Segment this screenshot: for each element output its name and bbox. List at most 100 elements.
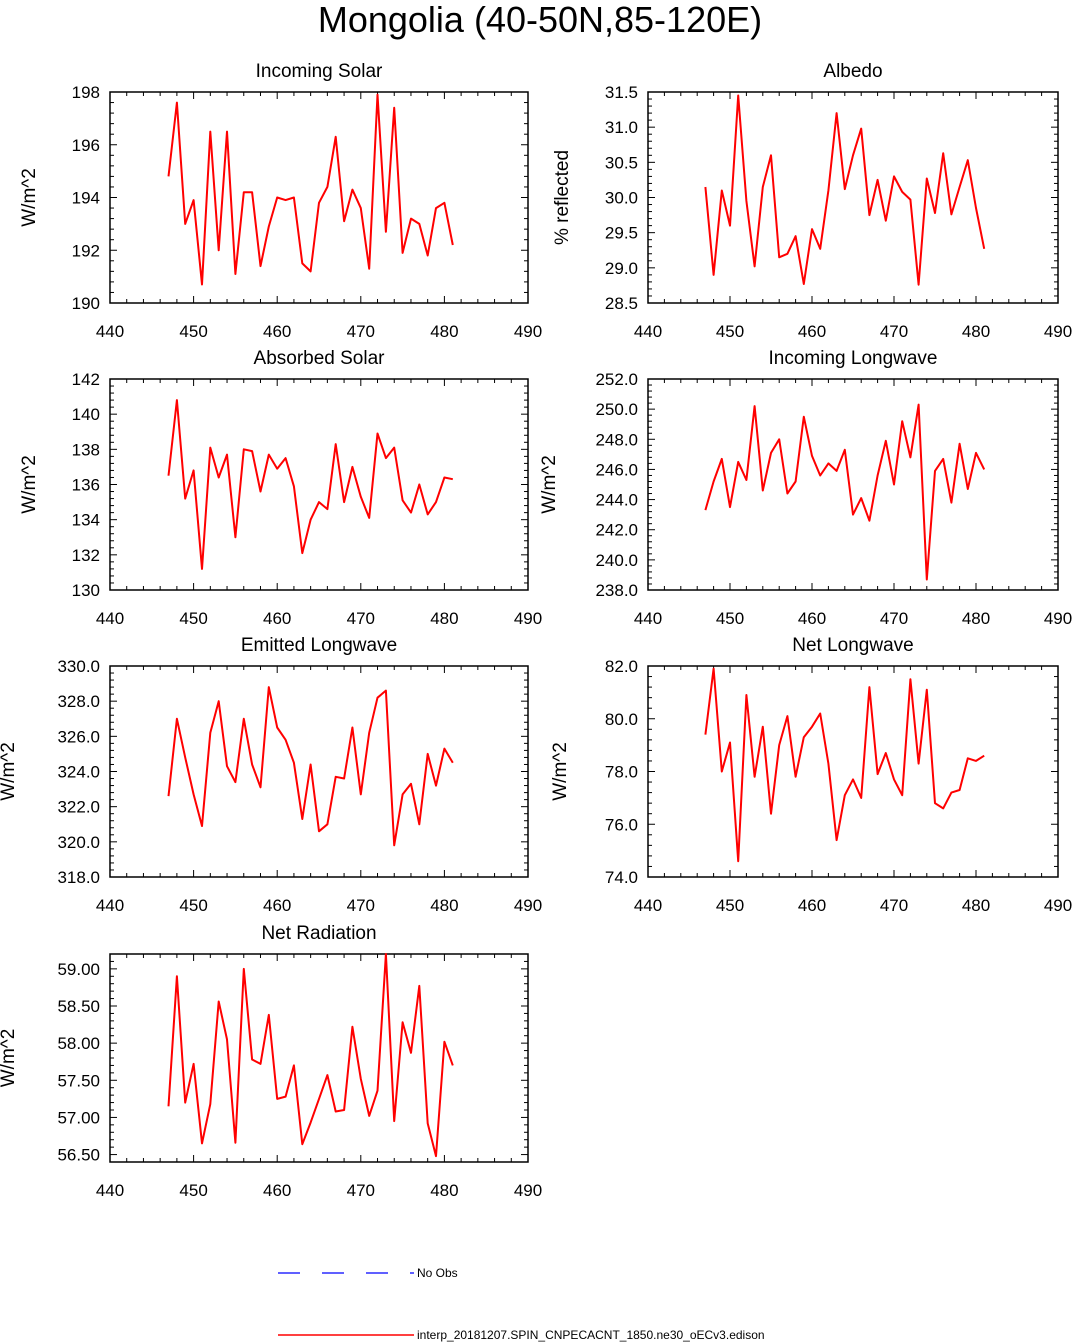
x-tick-label: 470	[347, 1181, 375, 1200]
panel-title: Net Radiation	[261, 923, 376, 944]
y-axis-label: W/m^2	[19, 455, 40, 514]
y-axis-label: W/m^2	[539, 455, 560, 514]
x-tick-label: 460	[798, 322, 826, 341]
plot-frame	[647, 378, 1059, 591]
y-tick-label: 29.5	[605, 224, 638, 243]
y-tick-label: 138	[72, 440, 100, 459]
panel-incoming-longwave: 440 450 460 470 480 490 238.0 240.0 242.0 244.0 24…	[539, 348, 1072, 628]
x-tick-label: 490	[1044, 896, 1072, 915]
x-tick-label: 480	[962, 896, 990, 915]
y-tick-label: 57.50	[57, 1071, 100, 1090]
x-tick-label: 470	[880, 322, 908, 341]
x-tick-label: 440	[634, 322, 662, 341]
y-tick-label: 324.0	[57, 763, 100, 782]
y-tick-label: 320.0	[57, 833, 100, 852]
y-tick-label: 252.0	[595, 370, 638, 389]
y-axis-label: W/m^2	[0, 1029, 19, 1088]
x-tick-label: 460	[263, 322, 291, 341]
x-tick-label: 460	[263, 609, 291, 628]
y-tick-label: 246.0	[595, 460, 638, 479]
x-tick-label: 460	[798, 896, 826, 915]
panel-title: Incoming Longwave	[769, 348, 938, 369]
series-line-0	[167, 953, 454, 1158]
plot-frame	[109, 665, 529, 878]
y-axis-label: % reflected	[552, 150, 573, 245]
x-tick-label: 470	[880, 896, 908, 915]
y-tick-label: 58.50	[57, 997, 100, 1016]
y-tick-label: 194	[72, 189, 100, 208]
panel-absorbed-solar: 440 450 460 470 480 490 130 132 134 136 138 140 142 A…	[19, 348, 542, 628]
y-tick-label: 238.0	[595, 581, 638, 600]
y-tick-label: 57.00	[57, 1108, 100, 1127]
x-tick-label: 480	[430, 322, 458, 341]
x-tick-label: 470	[347, 322, 375, 341]
y-tick-label: 59.00	[57, 960, 100, 979]
series-line-0	[167, 93, 454, 286]
y-tick-label: 322.0	[57, 798, 100, 817]
y-tick-label: 140	[72, 405, 100, 424]
y-tick-label: 244.0	[595, 491, 638, 510]
x-tick-label: 440	[96, 896, 124, 915]
y-tick-label: 242.0	[595, 521, 638, 540]
x-tick-label: 480	[430, 609, 458, 628]
x-tick-label: 480	[430, 896, 458, 915]
x-tick-label: 440	[96, 322, 124, 341]
panel-title: Incoming Solar	[256, 61, 383, 82]
panel-net-longwave: 440 450 460 470 480 490 74.0 76.0 78.0 80.0 82.0 Ne…	[550, 635, 1072, 915]
x-tick-label: 480	[962, 322, 990, 341]
y-tick-label: 30.0	[605, 189, 638, 208]
x-tick-label: 490	[1044, 609, 1072, 628]
series-line-0	[704, 403, 986, 581]
panel-title: Emitted Longwave	[241, 635, 397, 656]
y-tick-label: 136	[72, 476, 100, 495]
x-tick-label: 440	[96, 609, 124, 628]
y-tick-label: 29.0	[605, 259, 638, 278]
x-tick-label: 450	[179, 609, 207, 628]
y-tick-label: 142	[72, 370, 100, 389]
y-tick-label: 190	[72, 294, 100, 313]
panel-title: Net Longwave	[792, 635, 913, 656]
y-tick-label: 130	[72, 581, 100, 600]
panel-albedo: 440 450 460 470 480 490 28.5 29.0 29.5 30.0 30.5 31…	[552, 61, 1072, 341]
y-tick-label: 330.0	[57, 657, 100, 676]
panel-title: Absorbed Solar	[254, 348, 386, 369]
x-tick-label: 490	[514, 1181, 542, 1200]
y-tick-label: 82.0	[605, 657, 638, 676]
series-line-0	[704, 94, 986, 286]
y-tick-label: 74.0	[605, 868, 638, 887]
x-tick-label: 450	[716, 322, 744, 341]
y-axis-label: W/m^2	[19, 168, 40, 227]
y-tick-label: 31.0	[605, 118, 638, 137]
y-tick-label: 28.5	[605, 294, 638, 313]
x-tick-label: 450	[179, 1181, 207, 1200]
y-tick-label: 58.00	[57, 1034, 100, 1053]
plot-frame	[647, 91, 1059, 304]
x-tick-label: 460	[263, 1181, 291, 1200]
x-tick-label: 490	[514, 322, 542, 341]
panel-emitted-longwave: 440 450 460 470 480 490 318.0 320.0 322.0 324.0 32…	[0, 635, 542, 915]
panel-incoming-solar: 440 450 460 470 480 490 190 192 194 196 198 Incomin…	[19, 61, 542, 341]
y-tick-label: 250.0	[595, 400, 638, 419]
y-tick-label: 76.0	[605, 815, 638, 834]
y-tick-label: 328.0	[57, 692, 100, 711]
y-tick-label: 78.0	[605, 763, 638, 782]
panel-title: Albedo	[823, 61, 882, 82]
x-tick-label: 440	[634, 896, 662, 915]
x-tick-label: 450	[179, 322, 207, 341]
plot-frame	[109, 378, 529, 591]
x-tick-label: 480	[962, 609, 990, 628]
x-tick-label: 450	[716, 609, 744, 628]
plot-frame	[109, 91, 529, 304]
x-tick-label: 440	[96, 1181, 124, 1200]
page-title: Mongolia (40-50N,85-120E)	[317, 0, 763, 40]
series-line-0	[167, 399, 453, 570]
x-tick-label: 490	[514, 609, 542, 628]
y-axis-label: W/m^2	[0, 742, 19, 801]
x-tick-label: 490	[514, 896, 542, 915]
x-tick-label: 480	[430, 1181, 458, 1200]
y-tick-label: 132	[72, 546, 100, 565]
y-tick-label: 80.0	[605, 710, 638, 729]
x-tick-label: 460	[798, 609, 826, 628]
y-tick-label: 198	[72, 83, 100, 102]
